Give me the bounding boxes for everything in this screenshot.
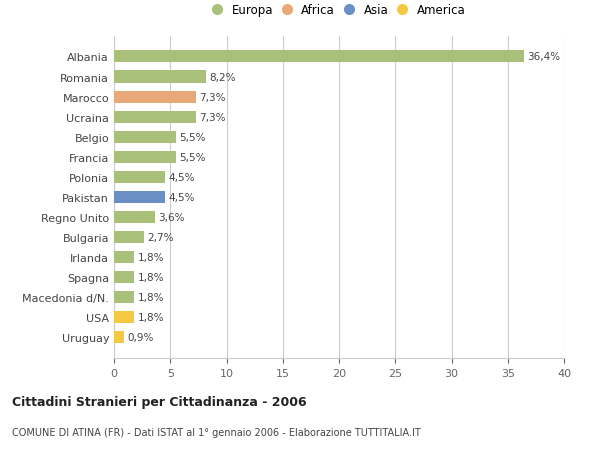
Text: 0,9%: 0,9% [128,332,154,342]
Text: 1,8%: 1,8% [137,272,164,282]
Bar [114,311,134,324]
Text: COMUNE DI ATINA (FR) - Dati ISTAT al 1° gennaio 2006 - Elaborazione TUTTITALIA.I: COMUNE DI ATINA (FR) - Dati ISTAT al 1° … [12,427,421,437]
Text: 5,5%: 5,5% [179,152,206,162]
Text: 7,3%: 7,3% [199,92,226,102]
Text: Cittadini Stranieri per Cittadinanza - 2006: Cittadini Stranieri per Cittadinanza - 2… [12,395,307,408]
Text: 1,8%: 1,8% [137,252,164,263]
Bar [114,231,145,243]
Bar [114,191,164,203]
Text: 8,2%: 8,2% [209,73,236,82]
Bar [114,271,134,283]
Text: 7,3%: 7,3% [199,112,226,123]
Text: 4,5%: 4,5% [168,173,194,182]
Bar [114,131,176,143]
Legend: Europa, Africa, Asia, America: Europa, Africa, Asia, America [209,1,469,21]
Bar [114,212,155,224]
Text: 3,6%: 3,6% [158,213,184,222]
Text: 1,8%: 1,8% [137,313,164,322]
Text: 5,5%: 5,5% [179,132,206,142]
Bar [114,291,134,303]
Bar [114,112,196,123]
Bar [114,71,206,84]
Text: 4,5%: 4,5% [168,192,194,202]
Bar [114,252,134,263]
Bar [114,171,164,183]
Text: 2,7%: 2,7% [148,232,174,242]
Text: 1,8%: 1,8% [137,292,164,302]
Bar [114,91,196,103]
Text: 36,4%: 36,4% [527,52,560,62]
Bar [114,331,124,343]
Bar [114,151,176,163]
Bar [114,51,523,63]
